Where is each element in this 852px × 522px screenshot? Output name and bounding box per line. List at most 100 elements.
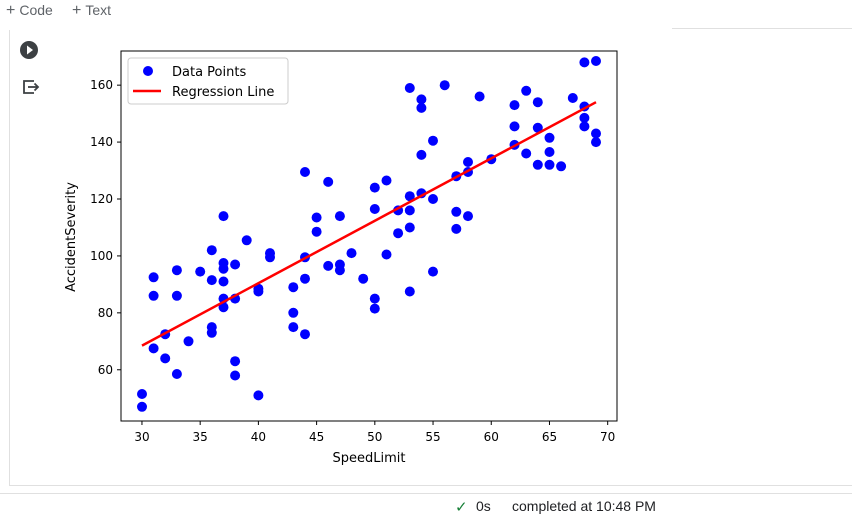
plus-icon: + [6, 2, 16, 19]
data-point [404, 191, 415, 202]
data-point [509, 100, 520, 111]
x-tick-label: 45 [309, 430, 324, 444]
data-point [148, 343, 159, 354]
exec-duration: 0s [476, 498, 491, 514]
data-point [474, 91, 485, 102]
data-point [300, 273, 310, 284]
data-point [544, 132, 555, 143]
data-point [148, 272, 159, 283]
data-point [532, 97, 543, 108]
data-point [253, 390, 264, 401]
data-point [300, 167, 310, 177]
data-point [428, 135, 438, 146]
data-point [544, 147, 555, 157]
data-point [381, 249, 392, 260]
data-point [509, 121, 520, 132]
plus-icon: + [72, 2, 82, 19]
data-point [137, 389, 147, 399]
check-icon: ✓ [455, 499, 468, 516]
data-point [532, 159, 543, 170]
data-point [218, 302, 229, 313]
data-point [567, 93, 578, 103]
divider [672, 28, 852, 29]
data-point [591, 56, 601, 66]
data-point [451, 206, 462, 217]
regression-line [141, 101, 597, 347]
data-point [521, 148, 532, 159]
y-tick-label: 80 [98, 306, 113, 320]
data-point [544, 159, 555, 170]
data-point [381, 175, 392, 186]
data-point [218, 263, 229, 274]
data-point [206, 245, 217, 256]
data-point [556, 161, 567, 172]
data-point [241, 235, 252, 246]
data-point [311, 212, 322, 223]
data-point [591, 128, 601, 139]
plot-frame [120, 50, 618, 422]
data-point [288, 322, 299, 333]
data-point [311, 226, 322, 237]
data-point [160, 353, 171, 364]
data-point [416, 149, 427, 160]
legend-box [127, 57, 289, 105]
data-point [346, 248, 357, 259]
data-point [404, 83, 415, 93]
data-point [463, 211, 473, 222]
data-point [288, 307, 299, 318]
data-point [416, 102, 427, 113]
data-point [171, 369, 182, 379]
data-point [323, 176, 334, 187]
data-point [218, 211, 229, 222]
data-point [230, 356, 241, 367]
data-point [463, 157, 473, 167]
code-cell [9, 30, 852, 486]
data-point [428, 194, 438, 204]
data-point [137, 401, 147, 412]
notebook-toolbar: + Code + Text [0, 0, 852, 24]
data-point [230, 259, 241, 270]
add-text-button[interactable]: + Text [72, 2, 111, 20]
data-point [404, 286, 415, 297]
add-code-button[interactable]: + Code [6, 2, 53, 20]
x-tick-label: 70 [600, 430, 615, 444]
data-point [369, 182, 380, 193]
play-circle-icon[interactable] [19, 40, 39, 60]
data-point [323, 260, 334, 271]
data-point [416, 94, 427, 105]
data-point [439, 80, 450, 91]
y-tick-label: 100 [90, 249, 113, 263]
data-point [404, 222, 415, 233]
add-text-label: Text [85, 2, 112, 18]
data-point [171, 290, 182, 301]
x-tick-label: 55 [425, 430, 440, 444]
data-point [521, 85, 532, 96]
add-code-label: Code [19, 2, 53, 18]
data-point [300, 329, 310, 340]
output-redirect-icon[interactable] [20, 77, 40, 97]
data-point [393, 228, 404, 239]
data-point [404, 205, 415, 216]
legend: Data Points Regression Line [127, 57, 289, 105]
x-tick-label: 60 [484, 430, 499, 444]
legend-label-regression: Regression Line [172, 85, 274, 100]
data-point [579, 112, 590, 123]
data-point [206, 275, 217, 286]
data-point [183, 336, 194, 347]
data-point [369, 204, 380, 214]
data-point [334, 265, 345, 276]
data-point [253, 286, 264, 297]
x-axis-label: SpeedLimit [333, 451, 406, 466]
x-tick-label: 35 [193, 430, 208, 444]
data-point [218, 276, 229, 287]
exec-status-text: completed at 10:48 PM [512, 498, 656, 514]
data-point [230, 370, 241, 381]
x-tick-label: 65 [542, 430, 557, 444]
y-tick-label: 60 [98, 363, 113, 377]
data-point [579, 121, 590, 132]
y-tick-label: 140 [90, 135, 113, 149]
status-divider [0, 493, 852, 494]
data-point [171, 265, 182, 276]
data-point [579, 57, 590, 68]
